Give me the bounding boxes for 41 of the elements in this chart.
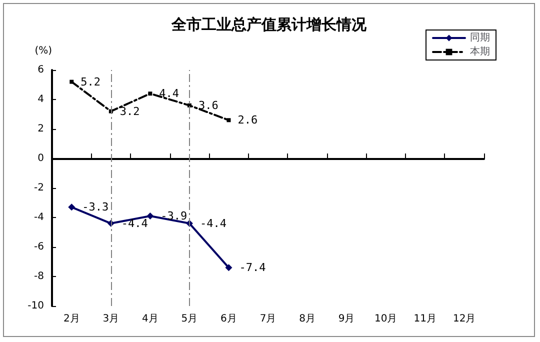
point xyxy=(226,118,231,122)
point xyxy=(70,80,74,84)
data-label: -4.4 xyxy=(121,216,148,230)
y-tick-label: 0 xyxy=(38,153,44,164)
x-tick-label: 9月 xyxy=(338,314,355,324)
y-tick-label: -8 xyxy=(34,271,44,282)
data-label: 3.2 xyxy=(120,104,140,118)
x-tick-label: 2月 xyxy=(63,314,80,324)
data-label: 4.4 xyxy=(159,87,180,100)
legend-label: 同期 xyxy=(470,32,490,44)
chart-title: 全市工业总产值累计增长情况 xyxy=(170,16,368,34)
data-label: -3.9 xyxy=(160,210,188,223)
point xyxy=(225,264,232,272)
point xyxy=(187,103,192,108)
point xyxy=(146,212,154,220)
y-tick-label: 4 xyxy=(38,94,44,105)
legend-label: 本期 xyxy=(470,46,490,58)
y-tick-label: 6 xyxy=(38,64,44,76)
x-tick-label: 4月 xyxy=(142,314,158,324)
x-tick-label: 10月 xyxy=(374,314,398,324)
data-label: -7.4 xyxy=(239,261,266,274)
x-tick-label: 5月 xyxy=(181,314,198,324)
y-tick-label: -10 xyxy=(28,300,44,312)
y-tick-label: -6 xyxy=(34,242,44,252)
y-tick-label: -2 xyxy=(34,182,44,194)
data-label: 5.2 xyxy=(80,75,101,88)
x-tick-label: 3月 xyxy=(102,314,120,324)
x-tick-label: 11月 xyxy=(414,314,436,324)
point xyxy=(68,204,76,211)
y-axis-title: (%) xyxy=(34,46,52,56)
data-label: 2.6 xyxy=(238,114,258,127)
x-tick-label: 8月 xyxy=(299,314,316,324)
point xyxy=(148,92,152,96)
data-label: -3.3 xyxy=(82,200,109,214)
x-tick-label: 6月 xyxy=(220,314,237,324)
y-tick-label: -4 xyxy=(34,212,44,223)
x-tick-label: 12月 xyxy=(452,314,476,324)
y-tick-label: 2 xyxy=(38,124,44,134)
x-tick-label: 7月 xyxy=(260,314,276,324)
data-label: -4.4 xyxy=(200,216,227,230)
data-label: 3.6 xyxy=(198,98,218,112)
